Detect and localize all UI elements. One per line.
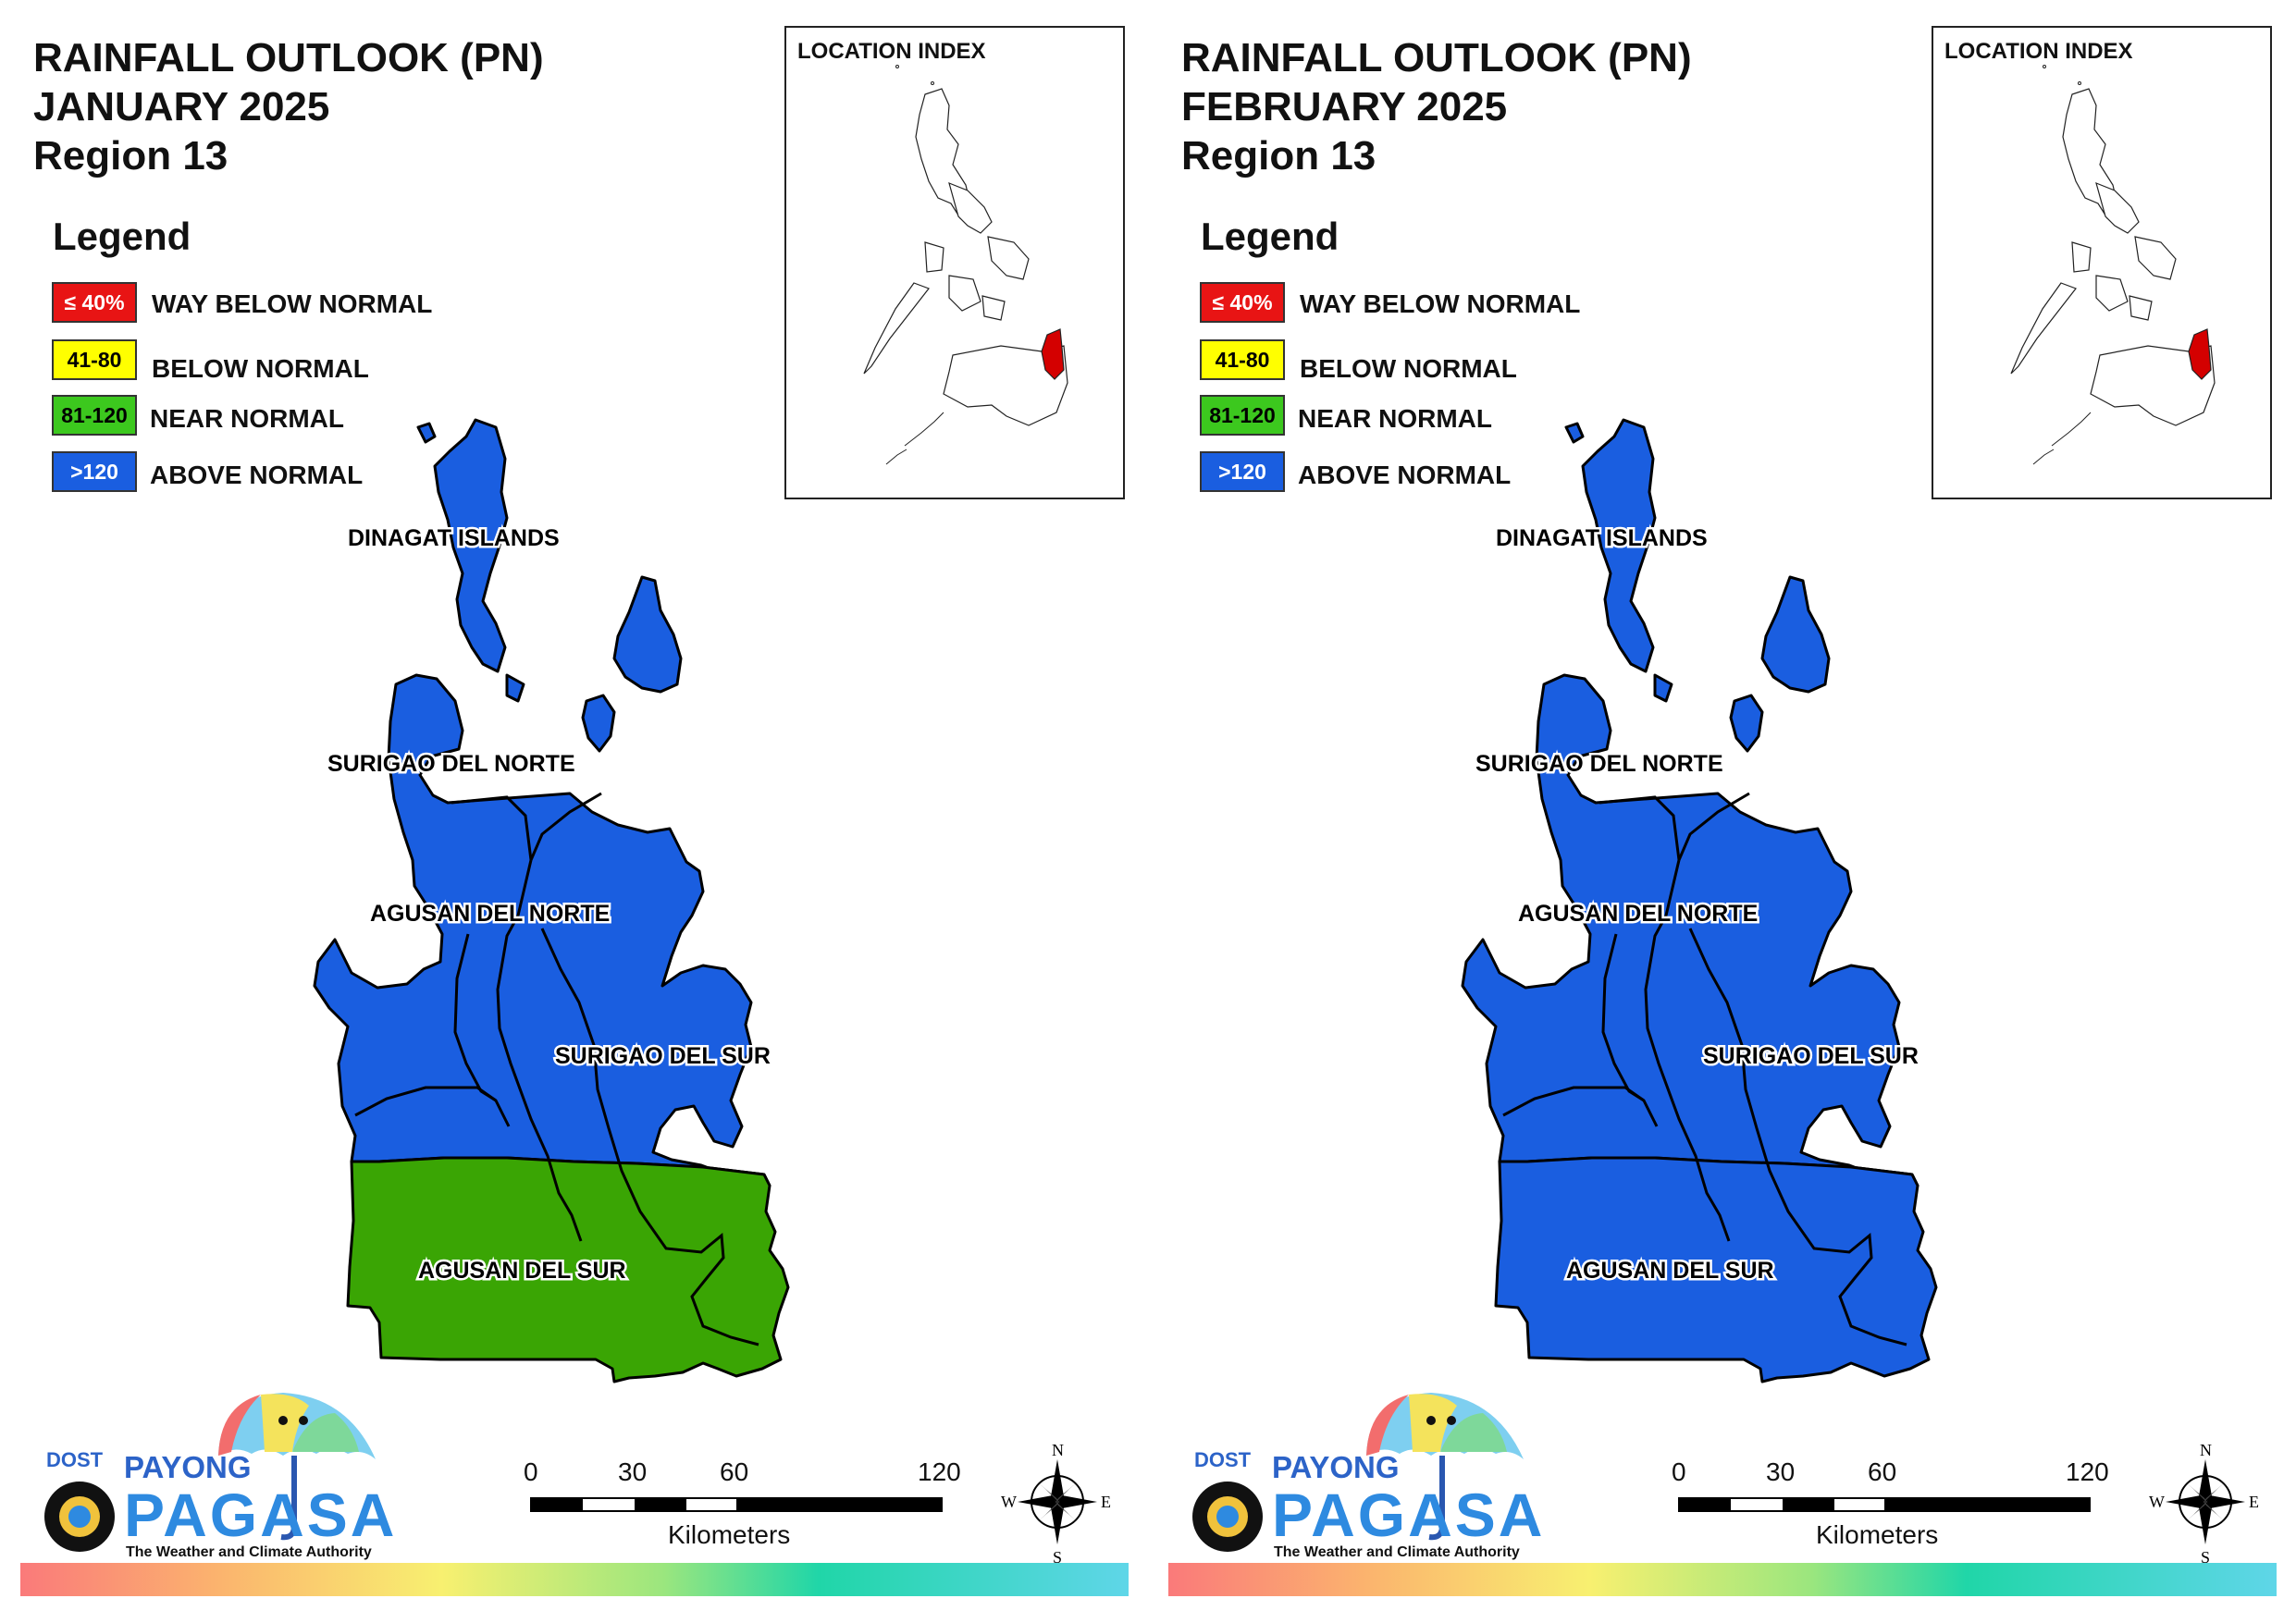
scale-bar-graphic: [530, 1497, 943, 1512]
title-line-2: FEBRUARY 2025: [1181, 84, 1508, 129]
scale-tick: 120: [2066, 1457, 2109, 1486]
location-index-inset: LOCATION INDEX: [1932, 26, 2272, 499]
label-surigao-del-sur: SURIGAO DEL SUR: [1703, 1043, 1919, 1069]
agusan-del-sur-near-normal: [346, 1156, 790, 1383]
title-line-1: RAINFALL OUTLOOK (PN): [1181, 35, 1692, 80]
scale-tick: 30: [618, 1457, 648, 1486]
logo-tagline: The Weather and Climate Authority: [1274, 1544, 1520, 1560]
region-13-highlight: [2188, 328, 2212, 380]
legend-label: BELOW NORMAL: [152, 354, 369, 383]
title-line-2: JANUARY 2025: [33, 84, 330, 129]
label-surigao-del-sur: SURIGAO DEL SUR: [555, 1043, 771, 1069]
legend-label: ABOVE NORMAL: [150, 461, 364, 489]
scale-units: Kilometers: [668, 1520, 791, 1549]
province-labels: DINAGAT ISLANDS SURIGAO DEL NORTE AGUSAN…: [1474, 523, 1921, 1286]
payong-pagasa-logo: DOST PAYONG PAGASA The Weather and Clima…: [1181, 1387, 1542, 1568]
compass-e: E: [2249, 1493, 2259, 1511]
legend-title: Legend: [1201, 215, 1339, 258]
compass-rose-icon: [1018, 1459, 1097, 1544]
legend-swatch: >120: [1200, 451, 1285, 492]
logo-pagasa: PAGASA: [1272, 1481, 1546, 1549]
label-surigao-del-norte: SURIGAO DEL NORTE: [327, 751, 575, 777]
logo-dost: DOST: [46, 1448, 104, 1471]
compass-w: W: [1001, 1493, 1017, 1511]
payong-pagasa-logo: DOST PAYONG PAGASA The Weather and Clima…: [33, 1387, 394, 1568]
outlook-panel-january: RAINFALL OUTLOOK (PN) JANUARY 2025 Regio…: [0, 0, 1147, 1623]
outlook-panel-february: RAINFALL OUTLOOK (PN) FEBRUARY 2025 Regi…: [1148, 0, 2295, 1623]
map-title: RAINFALL OUTLOOK (PN) JANUARY 2025 Regio…: [33, 33, 544, 180]
region-13-highlight: [1041, 328, 1065, 380]
legend-swatch: 41-80: [1200, 339, 1285, 380]
label-agusan-del-sur: AGUSAN DEL SUR: [1566, 1258, 1774, 1284]
compass-n: N: [1052, 1441, 1064, 1459]
legend-label: NEAR NORMAL: [150, 404, 344, 433]
legend-swatch: >120: [52, 451, 137, 492]
legend-label: NEAR NORMAL: [1298, 404, 1492, 433]
label-dinagat-islands: DINAGAT ISLANDS: [348, 525, 560, 551]
agusan-del-sur-above-normal: [1494, 1156, 1938, 1383]
compass-s: S: [2201, 1548, 2211, 1567]
north-arrow: N S W E: [1001, 1441, 1111, 1568]
north-arrow: N S W E: [2149, 1441, 2259, 1568]
compass-e: E: [1101, 1493, 1111, 1511]
title-line-1: RAINFALL OUTLOOK (PN): [33, 35, 544, 80]
location-index-title: LOCATION INDEX: [797, 39, 986, 64]
logo-payong: PAYONG: [1272, 1450, 1400, 1484]
scale-bar: 0 30 60 120 Kilometers: [518, 1457, 999, 1550]
location-index-inset: LOCATION INDEX: [784, 26, 1125, 499]
logo-tagline: The Weather and Climate Authority: [126, 1544, 372, 1560]
legend-title: Legend: [53, 215, 191, 258]
compass-rose-icon: [2166, 1459, 2245, 1544]
scale-tick: 30: [1766, 1457, 1796, 1486]
label-agusan-del-norte: AGUSAN DEL NORTE: [370, 901, 610, 927]
logo-dost: DOST: [1194, 1448, 1252, 1471]
legend-swatch: ≤ 40%: [1200, 282, 1285, 323]
scale-tick: 0: [524, 1457, 538, 1486]
label-agusan-del-sur: AGUSAN DEL SUR: [418, 1258, 626, 1284]
rainbow-bar: [1168, 1563, 2277, 1596]
compass-s: S: [1053, 1548, 1063, 1567]
title-line-3: Region 13: [33, 133, 228, 178]
legend-swatch: 41-80: [52, 339, 137, 380]
philippines-index-map: [863, 65, 1068, 465]
legend-label: ABOVE NORMAL: [1298, 461, 1512, 489]
legend-swatch: 81-120: [1200, 395, 1285, 436]
title-line-3: Region 13: [1181, 133, 1376, 178]
region-13-map: DINAGAT ISLANDS SURIGAO DEL NORTE AGUSAN…: [313, 418, 790, 1383]
philippines-index-map: [2010, 65, 2216, 465]
legend-swatch: ≤ 40%: [52, 282, 137, 323]
rainbow-bar: [20, 1563, 1129, 1596]
logo-payong: PAYONG: [124, 1450, 252, 1484]
region-13-map: DINAGAT ISLANDS SURIGAO DEL NORTE AGUSAN…: [1461, 418, 1938, 1383]
legend-label: BELOW NORMAL: [1300, 354, 1517, 383]
label-agusan-del-norte: AGUSAN DEL NORTE: [1518, 901, 1758, 927]
scale-bar: 0 30 60 120 Kilometers: [1666, 1457, 2147, 1550]
label-surigao-del-norte: SURIGAO DEL NORTE: [1475, 751, 1723, 777]
label-dinagat-islands: DINAGAT ISLANDS: [1496, 525, 1708, 551]
umbrella-icon: [44, 1393, 376, 1552]
scale-bar-graphic: [1678, 1497, 2091, 1512]
scale-tick: 60: [1868, 1457, 1897, 1486]
location-index-title: LOCATION INDEX: [1944, 39, 2133, 64]
scale-units: Kilometers: [1816, 1520, 1939, 1549]
map-title: RAINFALL OUTLOOK (PN) FEBRUARY 2025 Regi…: [1181, 33, 1692, 180]
legend-swatch: 81-120: [52, 395, 137, 436]
scale-tick: 60: [720, 1457, 749, 1486]
logo-pagasa: PAGASA: [124, 1481, 398, 1549]
scale-tick: 120: [918, 1457, 961, 1486]
scale-tick: 0: [1672, 1457, 1686, 1486]
compass-n: N: [2200, 1441, 2212, 1459]
umbrella-icon: [1192, 1393, 1524, 1552]
compass-w: W: [2149, 1493, 2165, 1511]
province-labels: DINAGAT ISLANDS SURIGAO DEL NORTE AGUSAN…: [326, 523, 773, 1286]
legend-label: WAY BELOW NORMAL: [152, 289, 433, 318]
legend-label: WAY BELOW NORMAL: [1300, 289, 1581, 318]
